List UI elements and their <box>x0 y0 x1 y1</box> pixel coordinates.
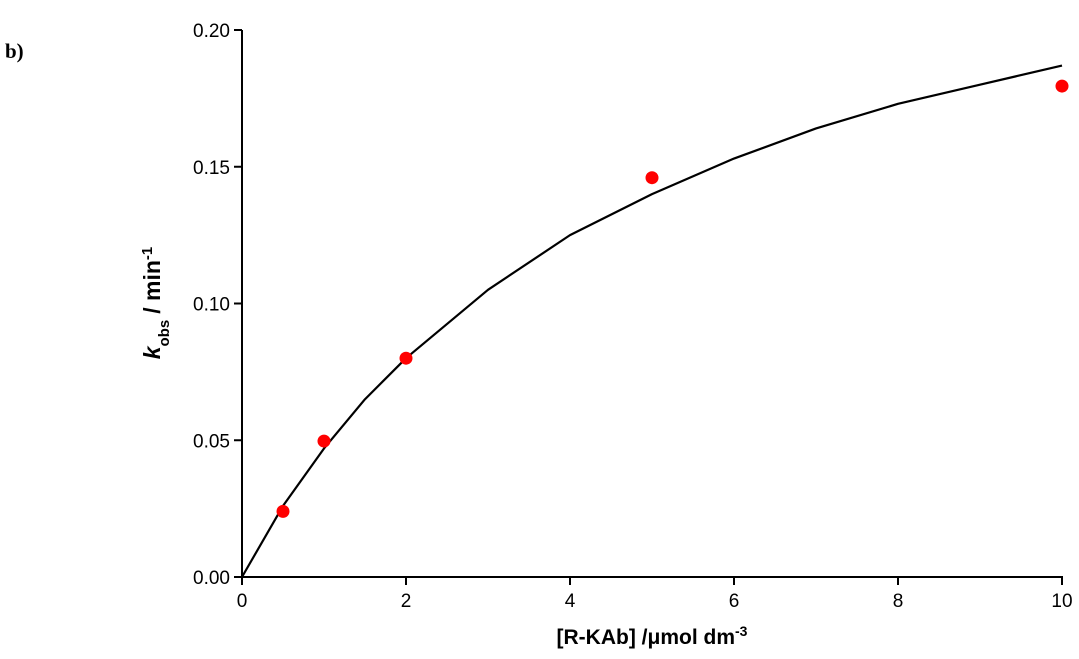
y-tick-label: 0.20 <box>193 21 230 42</box>
y-tick-label: 0.15 <box>193 158 230 179</box>
data-point <box>399 351 413 365</box>
y-tick-label: 0.00 <box>193 568 230 589</box>
x-tick-label: 2 <box>401 591 412 612</box>
y-label-sup: -1 <box>139 247 156 260</box>
y-label-sub: obs <box>156 320 173 347</box>
data-point <box>645 171 659 185</box>
x-axis-label: [R-KAb] /μmol dm-3 <box>557 623 748 649</box>
x-tick-label: 10 <box>1051 591 1072 612</box>
x-tick-label: 6 <box>729 591 740 612</box>
data-point <box>276 504 290 518</box>
y-label-rest: / min <box>139 260 165 314</box>
panel-label: b) <box>5 39 24 63</box>
x-tick-label: 0 <box>237 591 248 612</box>
data-point <box>1055 79 1069 93</box>
fit-curve <box>241 64 1063 578</box>
x-label-sup: -3 <box>735 623 748 639</box>
y-tick-label: 0.05 <box>193 431 230 452</box>
data-point <box>317 434 331 448</box>
y-axis-label: kobs / min-1 <box>139 247 173 359</box>
y-label-main: k <box>139 345 165 359</box>
x-label-main: [R-KAb] /μmol dm <box>557 626 736 649</box>
y-tick-label: 0.10 <box>193 295 230 316</box>
x-tick-label: 8 <box>893 591 904 612</box>
x-tick-label: 4 <box>565 591 576 612</box>
